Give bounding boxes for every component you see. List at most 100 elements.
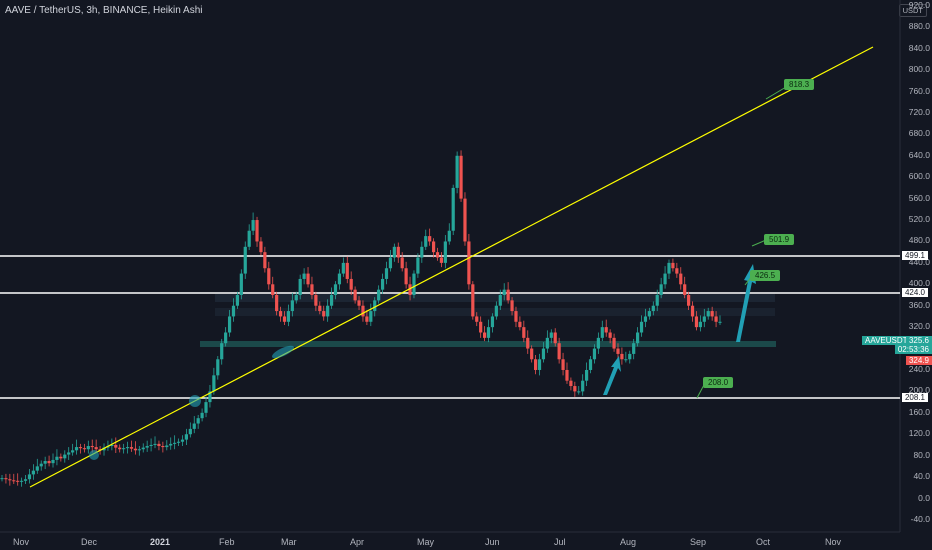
candle-body — [718, 321, 722, 323]
candle-body — [694, 316, 699, 328]
candle-body — [353, 289, 357, 301]
candle-body — [545, 337, 549, 349]
candle-body — [400, 257, 404, 269]
trendline[interactable] — [29, 46, 874, 488]
candle-body — [565, 369, 569, 381]
candle-body — [345, 262, 349, 279]
candle-body — [479, 321, 483, 333]
candle-body — [530, 348, 534, 360]
resistance-zone-1 — [215, 294, 775, 302]
candle-body — [533, 359, 538, 370]
price-tick-label: 720.0 — [908, 106, 930, 117]
candle-body — [184, 434, 189, 440]
candle-body — [612, 337, 616, 349]
candle-body — [141, 447, 145, 450]
candle-body — [275, 295, 279, 312]
price-tick-label: 360.0 — [908, 299, 930, 310]
candle-body — [224, 332, 228, 344]
candle-body — [165, 445, 169, 448]
candle-body — [616, 348, 620, 354]
price-tick-label: 440.0 — [908, 256, 930, 267]
candle-body — [463, 198, 467, 242]
candle-body — [667, 262, 671, 274]
candle-body — [416, 257, 420, 274]
candle-body — [475, 316, 479, 322]
currency-unit[interactable]: USDT — [898, 4, 927, 17]
price-tick-label: 40.0 — [913, 471, 930, 482]
candle-body — [39, 463, 43, 467]
candle-body — [600, 327, 604, 338]
level-tag-208: 208.1 — [901, 393, 928, 402]
candle-body — [188, 428, 192, 435]
candle-body — [643, 316, 648, 322]
touch-marker-jan — [189, 395, 201, 407]
candle-body — [506, 289, 510, 301]
candle-body — [86, 446, 90, 450]
candle-body — [259, 241, 263, 253]
candle-body — [235, 295, 240, 306]
candle-body — [526, 337, 530, 349]
candle-body — [639, 321, 644, 333]
candle-body — [43, 461, 47, 464]
time-tick-label: Nov — [825, 537, 842, 547]
candle-body — [78, 447, 83, 449]
candle-body — [74, 447, 79, 451]
candle-body — [604, 327, 608, 333]
candle-body — [455, 155, 459, 188]
candle-body — [12, 480, 16, 482]
time-tick-label: Jul — [554, 537, 566, 547]
price-tick-label: 160.0 — [908, 406, 930, 417]
candle-body — [247, 230, 251, 247]
candle-body — [404, 268, 408, 285]
price-tick-label: 320.0 — [908, 321, 930, 332]
price-tick-label: 640.0 — [908, 149, 930, 160]
candle-body — [373, 300, 377, 312]
symbol-tag[interactable]: AAVEUSDT — [862, 336, 911, 345]
candle-body — [298, 278, 302, 296]
candle-body — [326, 305, 330, 317]
candle-body — [216, 359, 220, 376]
candle-body — [341, 262, 345, 274]
candle-body — [573, 386, 577, 392]
candle-body — [424, 236, 428, 247]
candle-body — [420, 246, 424, 258]
candle-body — [369, 311, 373, 322]
candle-body — [231, 305, 236, 317]
price-tick-label: 760.0 — [908, 85, 930, 96]
candle-body — [628, 353, 632, 360]
target-tag-501[interactable]: 501.9 — [764, 234, 795, 245]
candle-body — [357, 300, 361, 306]
candle-body — [333, 284, 338, 296]
target-tag-818[interactable]: 818.3 — [784, 79, 815, 90]
candle-body — [714, 316, 718, 322]
candle-body — [94, 447, 98, 450]
candle-body — [710, 311, 714, 317]
candle-body — [482, 332, 487, 338]
time-tick-label: 2021 — [150, 537, 171, 547]
price-tick-label: 560.0 — [908, 192, 930, 203]
candle-body — [282, 316, 287, 322]
candle-body — [581, 380, 585, 392]
time-tick-label: Aug — [620, 537, 637, 547]
target-tag-208[interactable]: 208.0 — [703, 377, 734, 388]
candle-body — [663, 273, 667, 285]
candle-body — [329, 295, 334, 306]
candle-body — [608, 332, 612, 338]
countdown-tag: 02:53:36 — [894, 345, 932, 354]
time-tick-label: May — [417, 537, 435, 547]
candle-body — [0, 478, 4, 480]
candle-body — [471, 284, 475, 317]
candle-body — [306, 273, 310, 285]
target-tag-426[interactable]: 426.5 — [750, 270, 781, 281]
candle-body — [377, 289, 381, 301]
candle-body — [498, 295, 502, 306]
candle-body — [384, 268, 389, 279]
price-tick-label: 0.0 — [918, 492, 930, 503]
candle-body — [337, 273, 342, 285]
level-tag-499: 499.1 — [901, 251, 928, 260]
candle-body — [200, 412, 204, 419]
candle-body — [361, 305, 365, 317]
candle-body — [90, 446, 94, 448]
candle-body — [636, 332, 640, 344]
